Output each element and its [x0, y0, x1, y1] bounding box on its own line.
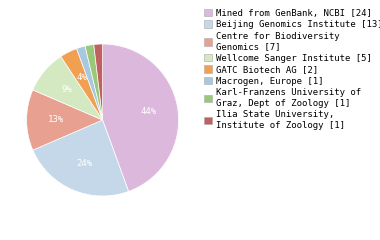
Text: 24%: 24%	[76, 159, 92, 168]
Wedge shape	[85, 44, 103, 120]
Legend: Mined from GenBank, NCBI [24], Beijing Genomics Institute [13], Centre for Biodi: Mined from GenBank, NCBI [24], Beijing G…	[202, 7, 380, 132]
Wedge shape	[94, 44, 103, 120]
Wedge shape	[33, 120, 128, 196]
Wedge shape	[77, 46, 103, 120]
Text: 4%: 4%	[76, 73, 87, 82]
Wedge shape	[61, 48, 103, 120]
Wedge shape	[27, 90, 103, 150]
Text: 44%: 44%	[141, 107, 157, 116]
Wedge shape	[103, 44, 179, 192]
Text: 13%: 13%	[48, 115, 63, 125]
Wedge shape	[33, 56, 103, 120]
Text: 9%: 9%	[61, 85, 72, 94]
